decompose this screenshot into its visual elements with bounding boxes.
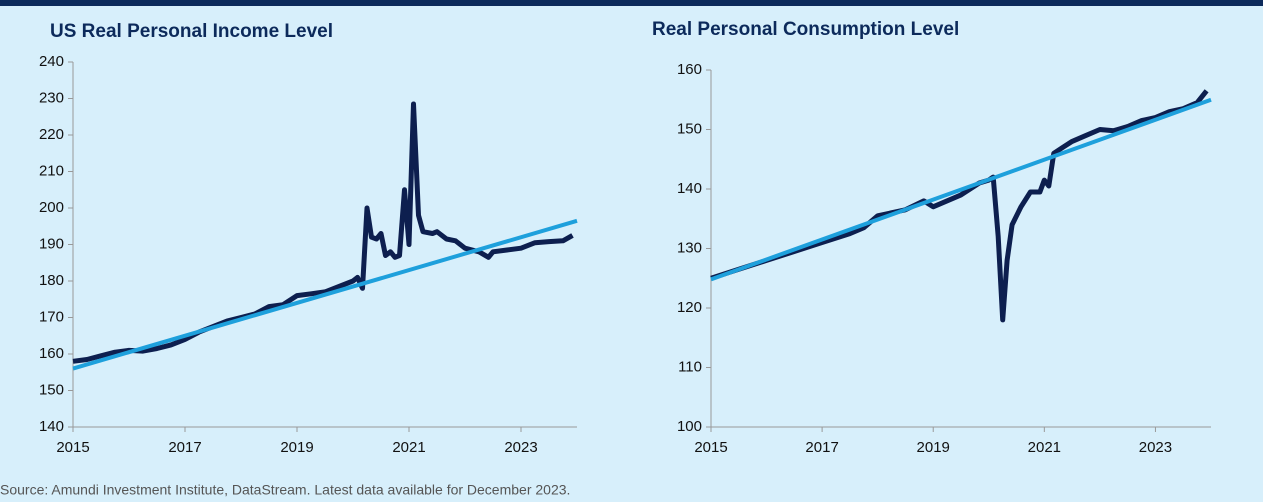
- trend-line: [710, 97, 1212, 282]
- chart-title: US Real Personal Income Level: [50, 21, 333, 42]
- y-tick-label: 180: [39, 272, 64, 289]
- y-tick-label: 140: [39, 418, 64, 435]
- y-tick-label: 140: [677, 180, 702, 197]
- y-tick-label: 130: [677, 239, 702, 256]
- source-note: Source: Amundi Investment Institute, Dat…: [0, 482, 570, 498]
- x-tick-label: 2019: [917, 439, 950, 456]
- chart-title: Real Personal Consumption Level: [652, 19, 959, 40]
- y-tick-label: 100: [677, 418, 702, 435]
- x-tick-label: 2023: [504, 439, 537, 456]
- x-tick-label: 2015: [56, 439, 89, 456]
- y-tick-label: 160: [39, 345, 64, 362]
- data-line: [710, 89, 1209, 323]
- y-tick-label: 170: [39, 308, 64, 325]
- x-tick-label: 2021: [392, 439, 425, 456]
- x-tick-label: 2019: [280, 439, 313, 456]
- trend-line: [72, 218, 578, 371]
- y-tick-label: 190: [39, 235, 64, 252]
- x-tick-label: 2017: [168, 439, 201, 456]
- x-tick-label: 2021: [1028, 439, 1061, 456]
- y-tick-label: 220: [39, 126, 64, 143]
- y-tick-label: 120: [677, 299, 702, 316]
- top-bar: [0, 0, 1263, 6]
- x-tick-label: 2015: [694, 439, 727, 456]
- y-tick-label: 150: [39, 381, 64, 398]
- y-tick-label: 210: [39, 162, 64, 179]
- y-tick-label: 150: [677, 120, 702, 137]
- data-line: [72, 101, 574, 364]
- y-tick-label: 230: [39, 89, 64, 106]
- y-tick-label: 110: [678, 358, 702, 375]
- y-tick-label: 240: [39, 53, 64, 70]
- y-tick-label: 160: [677, 61, 702, 78]
- x-tick-label: 2017: [805, 439, 838, 456]
- x-tick-label: 2023: [1139, 439, 1172, 456]
- y-tick-label: 200: [39, 199, 64, 216]
